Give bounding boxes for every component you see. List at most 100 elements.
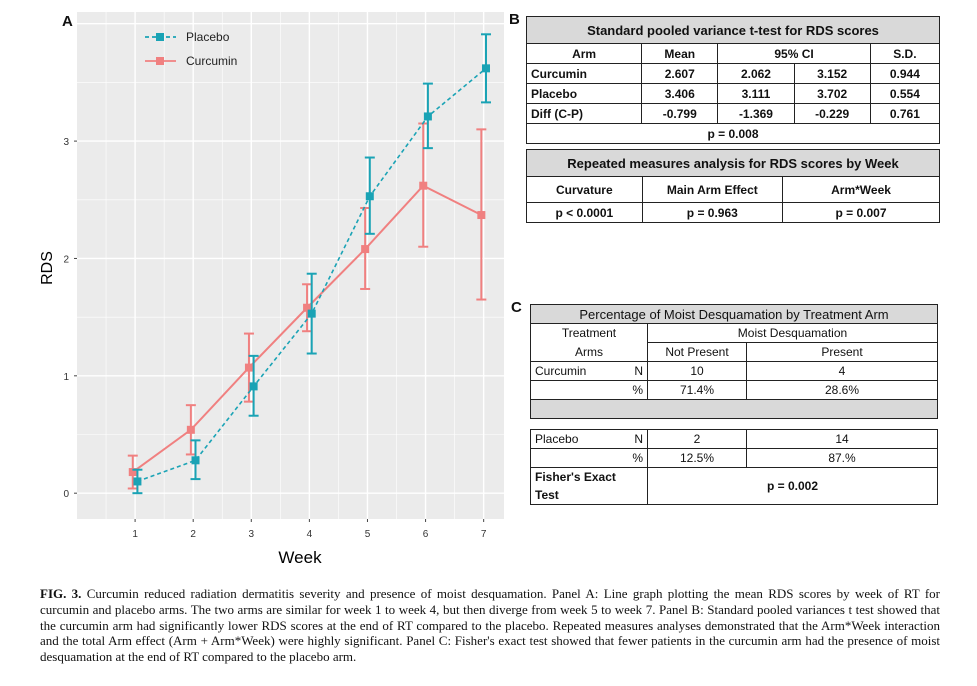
col-arm-week: Arm*Week — [782, 176, 940, 203]
legend-marker — [156, 57, 164, 65]
y-tick-label: 0 — [63, 489, 69, 500]
data-point — [191, 456, 200, 465]
curcumin-n-present: 4 — [746, 361, 938, 381]
curcumin-pct-not: 71.4% — [647, 380, 747, 400]
curcumin-n-not: 10 — [647, 361, 747, 381]
curcumin-pct-present: 28.6% — [746, 380, 938, 400]
chart-ylabel: RDS — [39, 251, 56, 285]
x-tick-label: 7 — [481, 529, 487, 540]
x-tick-label: 3 — [249, 529, 255, 540]
data-point — [419, 181, 428, 190]
col-arm: Arm — [525, 43, 643, 64]
blank-cell — [530, 448, 599, 468]
row-arm: Curcumin — [525, 63, 643, 84]
legend-label: Placebo — [186, 30, 230, 44]
placebo-arm: Placebo — [530, 429, 599, 449]
placebo-n-present: 14 — [746, 429, 938, 449]
table-row: Curcumin 2.607 2.062 3.152 0.944 — [525, 63, 941, 84]
table-row: Curcumin N 10 4 — [530, 361, 938, 381]
col-ci: 95% CI — [717, 43, 871, 64]
row-mean: 3.406 — [641, 83, 719, 104]
table-row: Placebo 3.406 3.111 3.702 0.554 — [525, 83, 941, 104]
row-mean: 2.607 — [641, 63, 719, 84]
col-moist-desquamation: Moist Desquamation — [647, 323, 938, 343]
panel-b-label: B — [509, 11, 520, 28]
pct-label: % — [599, 380, 648, 400]
y-tick-label: 3 — [63, 137, 69, 148]
moist-desquamation-table: Percentage of Moist Desquamation by Trea… — [530, 304, 938, 505]
data-point — [244, 363, 253, 372]
fisher-label: Fisher's Exact Test — [530, 467, 648, 505]
panel-c-label: C — [511, 299, 522, 316]
x-tick-label: 6 — [423, 529, 429, 540]
curcumin-arm: Curcumin — [530, 361, 599, 381]
table-row: Placebo N 2 14 — [530, 429, 938, 449]
series-placebo — [132, 33, 491, 495]
data-point — [307, 309, 316, 318]
data-point — [303, 303, 312, 312]
row-ci-low: 3.111 — [717, 83, 795, 104]
data-point — [249, 382, 258, 391]
col-treatment: Treatment — [530, 323, 648, 343]
t-test-p-value: p = 0.008 — [526, 123, 940, 144]
data-point — [186, 425, 195, 434]
row-mean: -0.799 — [641, 103, 719, 124]
legend-marker — [156, 33, 164, 41]
repeated-measures-table: Repeated measures analysis for RDS score… — [526, 149, 940, 223]
fisher-label-line-2: Test — [535, 488, 559, 502]
col-main-arm-effect: Main Arm Effect — [641, 176, 784, 203]
moist-table-title: Percentage of Moist Desquamation by Trea… — [530, 304, 938, 324]
row-sd: 0.761 — [869, 103, 941, 124]
row-arm: Placebo — [525, 83, 643, 104]
panel-a-label: A — [62, 13, 73, 30]
rds-line-chart: 0 1 2 3 1 2 3 4 5 6 7 Placebo Curcumin Week RDS — [39, 12, 504, 567]
data-point — [481, 64, 490, 73]
x-tick-label: 2 — [190, 529, 196, 540]
col-present: Present — [746, 342, 938, 362]
row-arm: Diff (C-P) — [525, 103, 643, 124]
series-curcumin — [127, 122, 487, 490]
t-test-table: Standard pooled variance t-test for RDS … — [525, 16, 941, 144]
n-label: N — [599, 429, 648, 449]
x-tick-label: 5 — [365, 529, 371, 540]
arm-week-p: p = 0.007 — [782, 202, 940, 223]
chart-legend: Placebo Curcumin — [145, 30, 237, 68]
blank-cell — [530, 380, 599, 400]
repeated-title: Repeated measures analysis for RDS score… — [526, 149, 940, 177]
col-mean: Mean — [641, 43, 719, 64]
row-sd: 0.944 — [869, 63, 941, 84]
table-row: % 12.5% 87.% — [530, 448, 938, 468]
chart-xlabel: Week — [278, 548, 322, 567]
row-ci-high: 3.702 — [793, 83, 871, 104]
x-tick-label: 1 — [132, 529, 138, 540]
plot-background — [77, 12, 504, 519]
row-sd: 0.554 — [869, 83, 941, 104]
placebo-n-not: 2 — [647, 429, 747, 449]
figure-caption: FIG. 3. Curcumin reduced radiation derma… — [40, 586, 940, 665]
table-row: Diff (C-P) -0.799 -1.369 -0.229 0.761 — [525, 103, 941, 124]
caption-fig-label: FIG. 3. — [40, 586, 82, 601]
row-ci-high: 3.152 — [793, 63, 871, 84]
y-tick-label: 2 — [63, 254, 69, 265]
main-arm-effect-p: p = 0.963 — [641, 202, 784, 223]
fisher-label-line-1: Fisher's Exact — [535, 470, 616, 484]
col-curvature: Curvature — [526, 176, 643, 203]
pct-label: % — [599, 448, 648, 468]
placebo-pct-not: 12.5% — [647, 448, 747, 468]
fisher-p-value: p = 0.002 — [647, 467, 938, 505]
row-ci-low: 2.062 — [717, 63, 795, 84]
y-tick-label: 1 — [63, 372, 69, 383]
t-test-title: Standard pooled variance t-test for RDS … — [526, 16, 940, 44]
col-not-present: Not Present — [647, 342, 747, 362]
data-point — [423, 112, 432, 121]
curvature-p: p < 0.0001 — [526, 202, 643, 223]
data-point — [365, 192, 374, 201]
separator-row — [530, 399, 938, 419]
table-row: % 71.4% 28.6% — [530, 380, 938, 400]
data-point — [477, 211, 486, 220]
n-label: N — [599, 361, 648, 381]
col-arms: Arms — [530, 342, 648, 362]
data-point — [361, 245, 370, 254]
row-ci-high: -0.229 — [793, 103, 871, 124]
legend-label: Curcumin — [186, 54, 237, 68]
